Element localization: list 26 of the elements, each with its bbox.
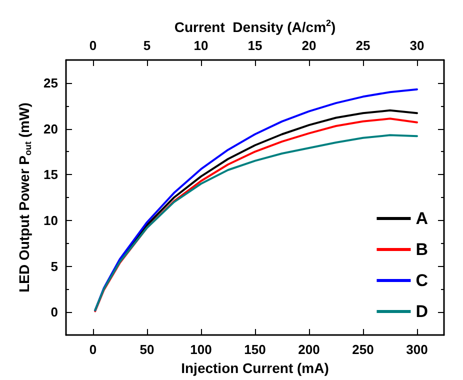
y-tick-label: 0 (50, 304, 58, 320)
x2-tick-label: 25 (356, 38, 370, 53)
y-tick-label: 15 (44, 167, 58, 182)
x-tick-label: 150 (244, 342, 266, 357)
x2-tick-label: 30 (410, 38, 424, 53)
legend-label: B (416, 240, 428, 259)
x-tick-label: 100 (190, 342, 212, 357)
x2-tick-label: 20 (302, 38, 316, 53)
x-tick-label: 0 (89, 342, 97, 357)
x-tick-label: 200 (298, 342, 320, 357)
x-tick-label: 300 (406, 342, 428, 357)
x-axis-title: Injection Current (mA) (181, 360, 329, 376)
x2-tick-label: 10 (194, 38, 208, 53)
x2-tick-label: 0 (89, 38, 97, 53)
legend-label: D (416, 302, 428, 321)
y-tick-label: 20 (44, 121, 58, 136)
x-tick-label: 50 (140, 342, 154, 357)
x2-tick-label: 15 (248, 38, 262, 53)
y-tick-label: 10 (44, 212, 58, 228)
legend-label: C (416, 271, 428, 290)
x2-tick-label: 5 (143, 38, 151, 53)
x-tick-label: 250 (352, 342, 374, 357)
y-tick-label: 5 (50, 258, 58, 274)
y-tick-label: 25 (44, 75, 58, 90)
legend-label: A (416, 209, 428, 228)
y-axis-title: LED Output Power Pout (mW) (16, 102, 34, 292)
